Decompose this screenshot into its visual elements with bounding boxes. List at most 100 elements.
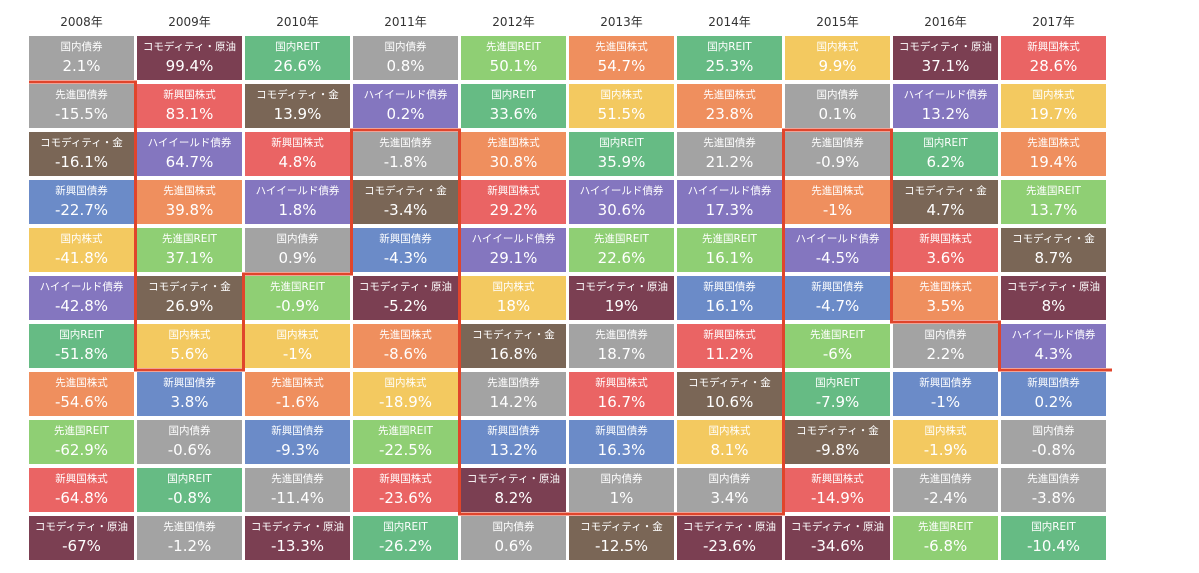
return-value: 19.7% (1029, 105, 1078, 123)
return-cell: コモディティ・原油 -23.6% (677, 516, 782, 560)
return-cell: 国内株式 -18.9% (353, 372, 458, 416)
return-value: 37.1% (165, 249, 214, 267)
asset-label: 先進国債券 (55, 89, 108, 101)
return-value: -22.5% (378, 441, 433, 459)
return-cell: 国内株式 8.1% (677, 420, 782, 464)
return-cell: 国内債券 0.6% (461, 516, 566, 560)
asset-label: 新興国株式 (271, 137, 324, 149)
asset-label: 先進国債券 (271, 473, 324, 485)
asset-label: 新興国株式 (703, 329, 756, 341)
return-value: 35.9% (597, 153, 646, 171)
return-value: -2.4% (923, 489, 968, 507)
asset-label: 国内株式 (816, 41, 859, 53)
year-header: 2016年 (924, 15, 967, 29)
asset-label: 先進国REIT (1026, 185, 1081, 197)
return-value: -15.5% (54, 105, 109, 123)
return-cell: コモディティ・原油 -67% (29, 516, 134, 560)
return-value: 4.3% (1034, 345, 1073, 363)
asset-label: 先進国株式 (163, 185, 216, 197)
return-cell: 新興国債券 16.1% (677, 276, 782, 320)
asset-label: 先進国REIT (486, 41, 541, 53)
return-value: -23.6% (378, 489, 433, 507)
return-cell: 先進国REIT 50.1% (461, 36, 566, 80)
asset-label: 新興国債券 (163, 377, 216, 389)
return-value: 29.1% (489, 249, 538, 267)
asset-label: 国内株式 (924, 425, 967, 437)
return-value: 8.1% (710, 441, 749, 459)
asset-label: 先進国債券 (811, 137, 864, 149)
return-value: 16.8% (489, 345, 538, 363)
return-value: -11.4% (270, 489, 325, 507)
year-header: 2008年 (60, 15, 103, 29)
asset-label: コモディティ・金 (904, 185, 987, 197)
return-value: 3.5% (926, 297, 965, 315)
return-cell: 国内REIT -7.9% (785, 372, 890, 416)
asset-label: 新興国株式 (811, 473, 864, 485)
return-value: 4.8% (278, 153, 317, 171)
asset-label: 国内株式 (60, 233, 103, 245)
return-value: -64.8% (54, 489, 109, 507)
return-value: 64.7% (165, 153, 214, 171)
return-value: 28.6% (1029, 57, 1078, 75)
asset-label: 国内債券 (708, 473, 751, 485)
return-value: -54.6% (54, 393, 109, 411)
return-cell: ハイイールド債券 1.8% (245, 180, 350, 224)
return-cell: 国内REIT 35.9% (569, 132, 674, 176)
return-cell: 先進国株式 -54.6% (29, 372, 134, 416)
return-value: 2.1% (62, 57, 101, 75)
return-cell: 先進国株式 -1.6% (245, 372, 350, 416)
return-cell: 国内REIT -0.8% (137, 468, 242, 512)
asset-label: ハイイールド債券 (363, 89, 448, 101)
return-cell: ハイイールド債券 4.3% (1001, 324, 1106, 368)
asset-label: 国内REIT (491, 89, 536, 101)
return-value: 13.9% (273, 105, 322, 123)
return-value: 13.7% (1029, 201, 1078, 219)
return-value: 25.3% (705, 57, 754, 75)
return-cell: ハイイールド債券 30.6% (569, 180, 674, 224)
return-cell: コモディティ・原油 -34.6% (785, 516, 890, 560)
asset-label: 国内REIT (59, 329, 104, 341)
return-cell: コモディティ・原油 -13.3% (245, 516, 350, 560)
return-cell: 先進国株式 54.7% (569, 36, 674, 80)
asset-label: コモディティ・原油 (358, 281, 453, 293)
return-cell: 新興国株式 4.8% (245, 132, 350, 176)
return-cell: コモディティ・原油 8.2% (461, 468, 566, 512)
asset-label: 先進国株式 (811, 185, 864, 197)
asset-label: 国内債券 (924, 329, 967, 341)
return-value: -9.3% (275, 441, 320, 459)
return-value: 23.8% (705, 105, 754, 123)
return-cell: コモディティ・原油 37.1% (893, 36, 998, 80)
return-cell: 国内債券 0.1% (785, 84, 890, 128)
asset-label: 国内REIT (1031, 521, 1076, 533)
return-cell: 新興国株式 11.2% (677, 324, 782, 368)
return-cell: 国内債券 2.1% (29, 36, 134, 80)
asset-label: 新興国株式 (919, 233, 972, 245)
return-value: -26.2% (378, 537, 433, 555)
return-value: -16.1% (54, 153, 109, 171)
return-cell: 国内債券 -0.6% (137, 420, 242, 464)
return-value: -4.5% (815, 249, 860, 267)
asset-label: 新興国債券 (379, 233, 432, 245)
asset-label: コモディティ・原油 (34, 521, 129, 533)
return-cell: 新興国債券 -4.7% (785, 276, 890, 320)
return-value: 37.1% (921, 57, 970, 75)
return-value: -23.6% (702, 537, 757, 555)
return-value: 2.2% (926, 345, 965, 363)
asset-label: 国内REIT (923, 137, 968, 149)
return-cell: 先進国債券 -1.2% (137, 516, 242, 560)
asset-label: 国内REIT (707, 41, 752, 53)
asset-label: 新興国債券 (703, 281, 756, 293)
asset-label: 先進国REIT (162, 233, 217, 245)
return-cell: コモディティ・金 8.7% (1001, 228, 1106, 272)
year-header: 2010年 (276, 15, 319, 29)
return-value: 21.2% (705, 153, 754, 171)
asset-label: 国内REIT (599, 137, 644, 149)
return-value: 17.3% (705, 201, 754, 219)
return-cell: ハイイールド債券 17.3% (677, 180, 782, 224)
return-cell: 国内株式 9.9% (785, 36, 890, 80)
asset-label: 国内REIT (815, 377, 860, 389)
return-value: 22.6% (597, 249, 646, 267)
return-cell: 先進国REIT 22.6% (569, 228, 674, 272)
return-value: 16.3% (597, 441, 646, 459)
asset-label: コモディティ・原油 (142, 41, 237, 53)
